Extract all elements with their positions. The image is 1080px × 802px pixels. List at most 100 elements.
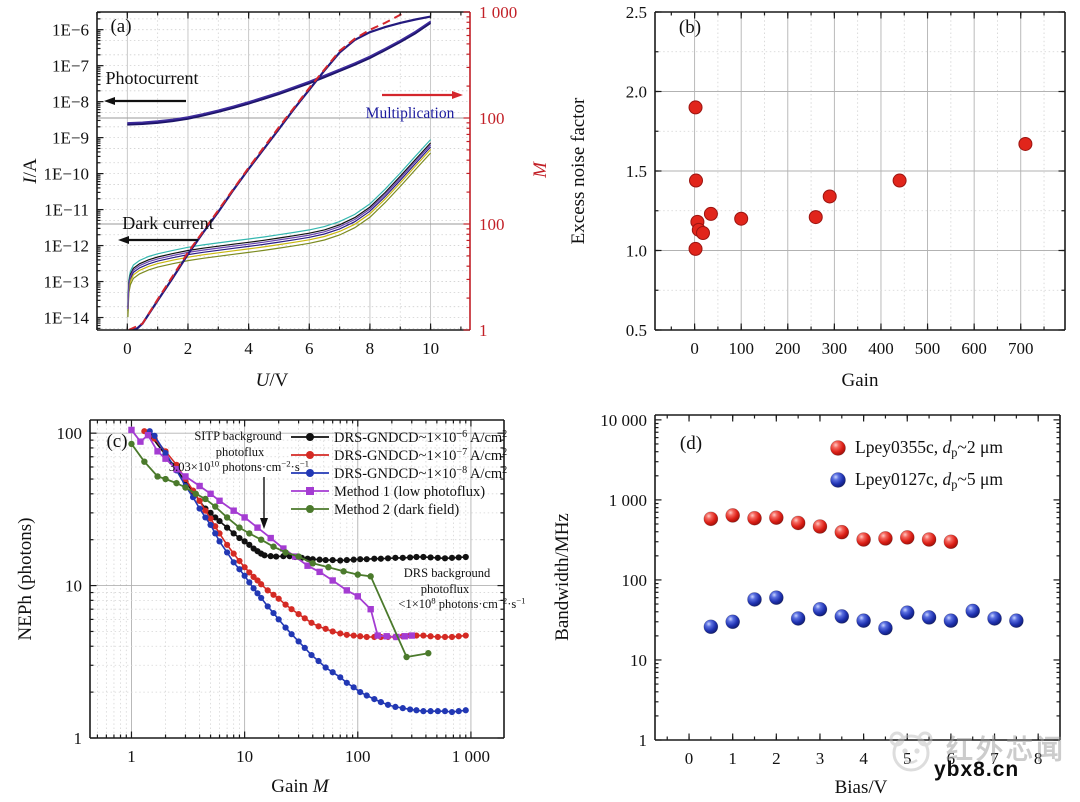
series-drs_1e6-point [392,554,399,561]
series-excess_noise-point [808,210,823,225]
legend-marker [830,440,846,456]
series-drs_1e6-point [223,524,231,531]
tick-label: 2 [184,339,193,358]
series-drs_1e8-point [250,585,257,592]
tick-label: 1E−11 [44,201,89,220]
series-drs_1e6-point [212,514,219,521]
series-lpey0127c-point [878,620,893,636]
series-drs_1e7-point [250,573,257,581]
series-lpey0355c-point [834,524,850,540]
series-drs_1e7-point [350,632,357,639]
series-drs_1e8-point [212,530,219,537]
series-lpey0127c-point [703,619,719,635]
series-lpey0355c-point [747,510,762,526]
series-method1-point [162,455,169,462]
panel-b: 0 100 200 300 400 500 600 700 0.5 1.0 1.5 2.0 2.5 (b)… [568,3,1066,391]
tick-label: 1 [74,729,83,748]
tick-label: 7 [990,749,999,768]
series-group [128,426,469,716]
tick-label: 6 [305,339,314,358]
series-drs_1e8-point [196,505,203,512]
series-drs_1e7-point [241,564,248,571]
series-drs_1e7-point [270,591,277,598]
series-drs_1e7-point [420,632,427,639]
series-drs_1e7-point [264,587,271,594]
series-drs_1e8-point [377,699,384,706]
series-drs_1e8-point [264,603,271,610]
series-drs_1e8-point [254,590,261,597]
x-axis-title: Gain [842,370,879,391]
series-lpey0355c-point [769,510,784,525]
series-lpey0127c-point [747,592,762,607]
series-method2-point [270,543,277,550]
ticks: 0 2 4 6 8 10 1E−6 1E−7 1E−8 1E−9 1E−10 1E−11 1E−12 1E… [44,3,518,358]
series-drs_1e7-point [427,633,434,640]
y-axis-title: Excess noise factor [568,97,589,244]
series-method1-point [374,632,381,639]
series-method2-point [340,568,347,575]
series-drs_1e7-point [322,625,329,632]
panel-letter: (c) [106,431,127,452]
series-drs_1e8-point [246,579,253,586]
series-method1-point [401,633,408,640]
series-lpey0127c-point [987,611,1002,626]
series-method2-point [295,553,302,560]
tick-label: 1.0 [626,242,647,261]
series-drs_1e6-point [246,541,253,548]
series-drs_1e7-point [288,606,295,613]
series-photocurrent-line [127,20,432,124]
series-drs_1e8-point [308,651,315,659]
series-drs_1e6-point [371,555,378,562]
series-method1-point [343,587,351,594]
series-excess_noise-point [688,241,703,256]
y2-axis-title: M [530,161,551,179]
series-method1-point [367,605,374,613]
series-drs_1e6-point [261,552,268,559]
series-method2-point [403,653,410,661]
y-axis-title: Bandwidth/MHz [552,513,573,641]
annotation-arrow-head [104,97,115,105]
tick-label: 1E−7 [52,57,89,76]
series-drs_1e7-point [343,631,350,638]
series-drs_1e6-point [420,553,427,561]
tick-label: 1 000 [452,747,490,766]
series-method1-point [267,534,274,542]
series-drs_1e8-point [241,572,248,579]
series-lpey0127c-point [899,605,915,620]
series-method2-point [154,473,161,480]
series-method1-point [230,507,237,514]
tick-label: 500 [915,339,941,358]
series-drs_1e7-point [216,530,223,537]
tick-label: 1E−13 [44,273,89,292]
series-drs_1e8-point [420,708,427,715]
legend-marker [830,472,846,488]
legend-label: DRS-GNDCD~1×10−6 A/cm2 [334,429,507,446]
legend-marker [306,451,314,459]
series-method2-point [192,490,199,498]
tick-label: 1E−8 [52,93,89,112]
series-lpey0355c-point [856,532,871,547]
series-method2-point [325,564,332,571]
series-drs_1e8-point [413,707,420,714]
series-excess_noise-point [695,226,710,241]
series-drs_1e8-point [350,684,357,691]
sitp-annotation-1: SITP background [194,429,282,443]
series-drs_1e7-point [315,623,322,630]
sitp-annotation-3: 3.03×1010 photons·cm−2·s−1 [169,459,309,474]
tick-label: 1E−6 [52,21,89,40]
series-excess_noise-point [703,206,718,221]
series-drs_1e8-point [462,707,469,714]
series-excess_noise-point [689,173,703,188]
series-drs_1e6-point [273,553,280,560]
series-lpey0355c-point [703,511,719,527]
tick-label: 6 [947,749,956,768]
series-drs_1e7-point [246,569,253,576]
series-excess_noise-point [892,173,907,188]
legend-label: Method 1 (low photoflux) [334,484,485,500]
series-dark_current-line [127,139,432,304]
tick-label: 2 [772,749,781,768]
y-axis-title: I/A [20,158,41,185]
